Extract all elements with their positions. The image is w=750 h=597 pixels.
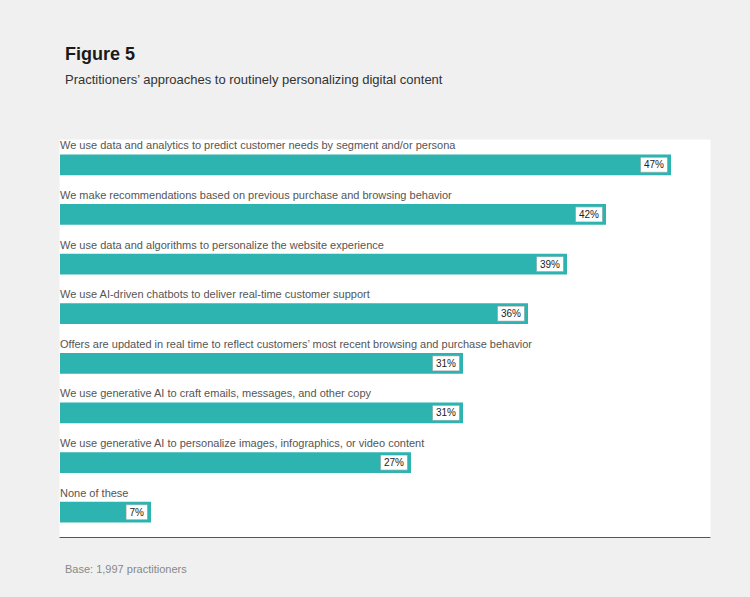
- svg-text:We use data and analytics to p: We use data and analytics to predict cus…: [60, 139, 456, 151]
- svg-text:31%: 31%: [436, 407, 456, 418]
- svg-text:None of these: None of these: [60, 487, 129, 499]
- svg-text:31%: 31%: [436, 358, 456, 369]
- svg-text:42%: 42%: [579, 209, 599, 220]
- svg-text:We use generative AI to craft: We use generative AI to craft emails, me…: [60, 387, 372, 399]
- svg-text:Base: 1,997 practitioners: Base: 1,997 practitioners: [65, 563, 187, 575]
- svg-text:We use generative AI to person: We use generative AI to personalize imag…: [60, 437, 424, 449]
- svg-text:36%: 36%: [501, 308, 521, 319]
- svg-text:Practitioners’ approaches to r: Practitioners’ approaches to routinely p…: [65, 72, 443, 87]
- svg-text:We use AI-driven chatbots to d: We use AI-driven chatbots to deliver rea…: [60, 288, 370, 300]
- svg-text:Offers are updated in real tim: Offers are updated in real time to refle…: [60, 338, 532, 350]
- svg-text:Figure 5: Figure 5: [65, 44, 135, 64]
- svg-text:39%: 39%: [540, 259, 560, 270]
- svg-text:27%: 27%: [384, 457, 404, 468]
- svg-text:7%: 7%: [130, 507, 145, 518]
- svg-text:47%: 47%: [644, 159, 664, 170]
- svg-text:We make recommendations based: We make recommendations based on previou…: [60, 189, 452, 201]
- svg-text:We use data and algorithms to: We use data and algorithms to personaliz…: [60, 239, 384, 251]
